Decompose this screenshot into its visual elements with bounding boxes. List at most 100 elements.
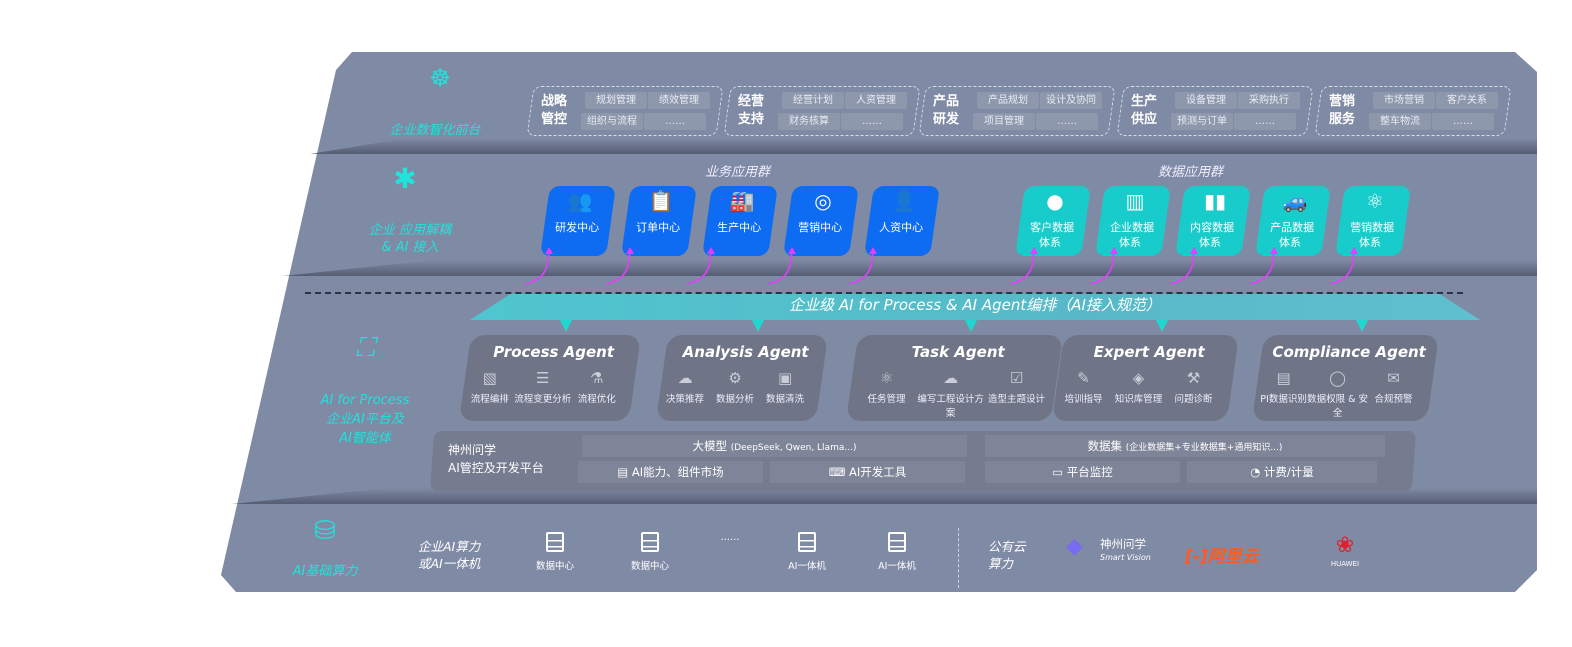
capability-icon: ☑ [1009, 369, 1024, 387]
server-item[interactable]: AI一体机 [777, 532, 837, 572]
agent-capability: ☰ 流程变更分析 [513, 369, 573, 405]
group-title: 经营支持 [738, 94, 765, 127]
connector-arrow [605, 247, 634, 285]
capability-label: PI数据识别 [1260, 394, 1307, 405]
dev-tools-cell[interactable]: ⌨ AI开发工具 [770, 461, 965, 483]
cell-label: AI能力、组件市场 [631, 465, 724, 479]
layer-divider [232, 488, 1537, 504]
billing-cell[interactable]: ◔ 计费/计量 [1187, 461, 1377, 483]
capability-chip[interactable]: 客户关系 [1436, 92, 1498, 109]
capability-label: 合规预警 [1374, 394, 1413, 405]
component-market-cell[interactable]: ▤ AI能力、组件市场 [578, 461, 763, 483]
apps-label-line: & AI 接入 [381, 240, 439, 255]
agent-capability: ▤ PI数据识别 [1253, 369, 1315, 405]
vendor-sub: Smart Vision [1100, 553, 1151, 562]
capability-chip[interactable]: 人资管理 [845, 92, 907, 109]
capability-label: 流程变更分析 [514, 394, 572, 405]
server-label: AI一体机 [788, 561, 826, 572]
model-label: 大模型 [692, 439, 728, 453]
capability-chip[interactable]: 规划管理 [585, 92, 647, 109]
capability-icon: ⚛ [879, 369, 894, 387]
huawei-logo: HUAWEI [1330, 560, 1360, 568]
capability-chip[interactable]: …… [644, 113, 706, 130]
app-label: 人资中心 [879, 221, 924, 234]
agent-capability: ▧ 流程编排 [460, 369, 520, 405]
agent-card[interactable]: Process Agent ▧ 流程编排 ☰ 流程变更分析 ⚗ 流程优化 [458, 335, 642, 421]
agent-capability: ✉ 合规预警 [1363, 369, 1425, 405]
capability-chip[interactable]: 预测与订单 [1171, 113, 1233, 130]
capability-icon: ✎ [1077, 369, 1090, 387]
capability-chip[interactable]: 项目管理 [973, 113, 1035, 130]
capability-icon: ◈ [1132, 369, 1145, 387]
capability-chip[interactable]: 组织与流程 [581, 113, 643, 130]
clipboard-icon: 📋 [648, 189, 674, 213]
capability-label: 数据权限 & 安全 [1307, 394, 1369, 419]
server-item[interactable]: AI一体机 [867, 532, 927, 572]
capability-chip[interactable]: …… [1234, 113, 1296, 130]
down-arrow-icon [560, 320, 572, 332]
agent-capability: ☁ 决策推荐 [657, 369, 714, 405]
connector-arrow [1009, 247, 1038, 285]
orchestration-banner: 企业级 AI for Process & AI Agent编排（AI接入规范） [470, 294, 1480, 320]
server-item[interactable]: 数据中心 [620, 532, 680, 572]
agent-capability: ☑ 造型主题设计 [981, 369, 1053, 405]
capability-chip[interactable]: 财务核算 [778, 113, 840, 130]
car-icon: 🚙 [1282, 189, 1308, 213]
connector-arrow [1329, 247, 1358, 285]
capability-chip[interactable]: …… [841, 113, 903, 130]
capability-chip[interactable]: 设计及协同 [1040, 92, 1102, 109]
huawei-logo-icon: ❀ [1335, 533, 1355, 558]
agent-card[interactable]: Task Agent ⚛ 任务管理 ☁ 编写工程设计方案 ☑ 造型主题设计 [845, 335, 1064, 421]
server-label: 数据中心 [535, 561, 574, 572]
capability-chip[interactable]: 绩效管理 [648, 92, 710, 109]
down-arrow-icon [1155, 320, 1168, 332]
capability-chip[interactable]: 经营计划 [782, 92, 844, 109]
server-item[interactable]: 数据中心 [525, 532, 585, 572]
target-icon: ◎ [814, 189, 832, 213]
agent-card[interactable]: Analysis Agent ☁ 决策推荐 ⚙ 数据分析 ▣ 数据清洗 [655, 335, 829, 421]
capability-label: 任务管理 [867, 394, 906, 405]
capability-icon: ✉ [1387, 369, 1400, 387]
more-servers: …… [700, 532, 760, 543]
layer-divider [283, 260, 1537, 276]
agent-card[interactable]: Compliance Agent ▤ PI数据识别 ◯ 数据权限 & 安全 ✉ 合规预警 [1251, 335, 1440, 421]
cell-label: 计费/计量 [1263, 465, 1314, 479]
capability-chip[interactable]: …… [1036, 113, 1098, 130]
ai-layer-label: AI for Process 企业AI平台及 AI智能体 [290, 391, 440, 448]
capability-chip[interactable]: …… [1432, 113, 1494, 130]
capability-chip[interactable]: 采购执行 [1238, 92, 1300, 109]
capability-chip[interactable]: 整车物流 [1369, 113, 1431, 130]
connector-arrow [848, 247, 877, 285]
capability-icon: ☰ [536, 369, 550, 387]
capability-label: 培训指导 [1064, 394, 1103, 405]
capability-label: 数据清洗 [766, 394, 805, 405]
agent-card[interactable]: Expert Agent ✎ 培训指导 ◈ 知识库管理 ⚒ 问题诊断 [1051, 335, 1240, 421]
aliyun-logo: [-]阿里云 [1185, 542, 1259, 567]
monitoring-cell[interactable]: ▭ 平台监控 [985, 461, 1180, 483]
capability-label: 数据分析 [716, 394, 755, 405]
building-icon: ▥ [1125, 189, 1145, 213]
capability-chip[interactable]: 产品规划 [977, 92, 1039, 109]
face-scan-icon: ⛶ [355, 333, 375, 363]
model-note: (DeepSeek, Qwen, Llama...) [730, 443, 857, 453]
capability-chip[interactable]: 设备管理 [1175, 92, 1237, 109]
app-label: 内容数据 [1190, 221, 1235, 234]
capability-icon: ▣ [777, 369, 793, 387]
down-arrow-icon [752, 320, 764, 332]
server-icon [641, 532, 659, 552]
server-label: …… [720, 532, 740, 543]
connector-arrow [767, 247, 796, 285]
dataset-note: (企业数据集+专业数据集+通用知识...) [1125, 443, 1283, 453]
agent-capability: ⚛ 任务管理 [851, 369, 923, 405]
capability-chip[interactable]: 市场营销 [1373, 92, 1435, 109]
public-line: 算力 [988, 556, 1014, 571]
public-cloud-label: 公有云 算力 [988, 538, 1026, 572]
capability-label: 知识库管理 [1114, 394, 1163, 405]
server-icon [888, 532, 906, 552]
capability-icon: ⚒ [1186, 369, 1201, 387]
capability-label: 决策推荐 [666, 394, 705, 405]
market-icon: ▤ [617, 465, 632, 479]
agent-capability: ▣ 数据清洗 [757, 369, 814, 405]
agent-capability: ⚗ 流程优化 [566, 369, 626, 405]
agent-name: Compliance Agent [1272, 343, 1426, 361]
